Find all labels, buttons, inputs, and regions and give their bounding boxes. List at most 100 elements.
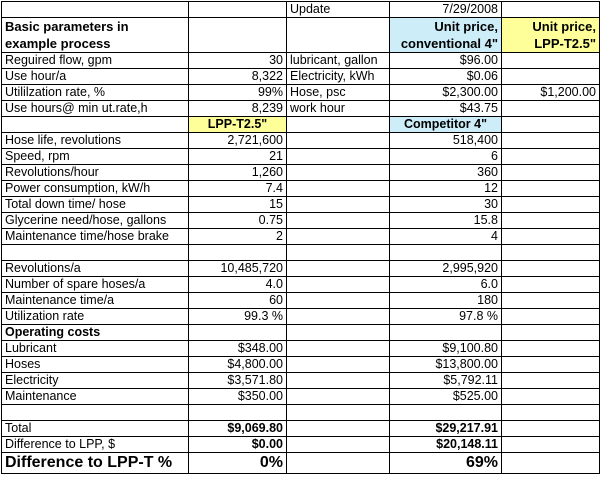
annual-lpp[interactable]: 99.3 % (188, 308, 287, 325)
cell-empty[interactable] (1, 116, 189, 133)
cost-label[interactable]: Electricity (1, 372, 189, 389)
cell-empty[interactable] (501, 132, 600, 149)
competitor-column-header[interactable]: Competitor 4" (389, 116, 502, 133)
spec-competitor[interactable]: 6 (389, 148, 502, 165)
cell-empty[interactable] (286, 452, 390, 474)
cost-lpp[interactable]: $350.00 (188, 388, 287, 405)
cell-empty[interactable] (188, 17, 287, 53)
cell-empty[interactable] (501, 116, 600, 133)
difference-lpp[interactable]: $0.00 (188, 436, 287, 453)
cost-label[interactable]: Hoses (1, 356, 189, 373)
basic-params-title[interactable]: Basic parameters in example process (1, 17, 189, 53)
cell-empty[interactable] (389, 324, 502, 341)
cell-empty[interactable] (501, 292, 600, 309)
cell-empty[interactable] (501, 356, 600, 373)
price-lpp[interactable] (501, 100, 600, 117)
cell-empty[interactable] (286, 388, 390, 405)
annual-competitor[interactable]: 97.8 % (389, 308, 502, 325)
total-competitor[interactable]: $29,217.91 (389, 420, 502, 437)
annual-label[interactable]: Maintenance time/a (1, 292, 189, 309)
price-item[interactable]: lubricant, gallon (286, 52, 390, 69)
percent-difference-lpp[interactable]: 0% (188, 452, 287, 474)
cost-competitor[interactable]: $5,792.11 (389, 372, 502, 389)
spec-competitor[interactable]: 12 (389, 180, 502, 197)
cell-empty[interactable] (286, 212, 390, 229)
annual-competitor[interactable]: 2,995,920 (389, 260, 502, 277)
spec-label[interactable]: Total down time/ hose (1, 196, 189, 213)
cell-empty[interactable] (286, 292, 390, 309)
spec-label[interactable]: Speed, rpm (1, 148, 189, 165)
cost-label[interactable]: Lubricant (1, 340, 189, 357)
cell-empty[interactable] (501, 148, 600, 165)
cell-empty[interactable] (188, 324, 287, 341)
annual-label[interactable]: Utilization rate (1, 308, 189, 325)
param-value[interactable]: 30 (188, 52, 287, 69)
price-item[interactable]: Electricity, kWh (286, 68, 390, 85)
cost-lpp[interactable]: $348.00 (188, 340, 287, 357)
spec-competitor[interactable]: 518,400 (389, 132, 502, 149)
cell-empty[interactable] (501, 276, 600, 293)
spec-lpp[interactable]: 0.75 (188, 212, 287, 229)
difference-competitor[interactable]: $20,148.11 (389, 436, 502, 453)
price-conventional[interactable]: $96.00 (389, 52, 502, 69)
cell-empty[interactable] (501, 420, 600, 437)
price-conventional[interactable]: $0.06 (389, 68, 502, 85)
total-label[interactable]: Total (1, 420, 189, 437)
cell-empty[interactable] (1, 244, 189, 261)
cell-empty[interactable] (188, 1, 287, 18)
cell-empty[interactable] (501, 260, 600, 277)
spec-competitor[interactable]: 4 (389, 228, 502, 245)
difference-label[interactable]: Difference to LPP, $ (1, 436, 189, 453)
cost-lpp[interactable]: $4,800.00 (188, 356, 287, 373)
spec-label[interactable]: Maintenance time/hose brake (1, 228, 189, 245)
cell-empty[interactable] (501, 244, 600, 261)
total-lpp[interactable]: $9,069.80 (188, 420, 287, 437)
update-label[interactable]: Update (286, 1, 390, 18)
cell-empty[interactable] (501, 1, 600, 18)
cell-empty[interactable] (286, 148, 390, 165)
spec-competitor[interactable]: 30 (389, 196, 502, 213)
unit-price-conventional-header[interactable]: Unit price, conventional 4" (389, 17, 502, 53)
spec-lpp[interactable]: 2,721,600 (188, 132, 287, 149)
cell-empty[interactable] (389, 404, 502, 421)
cell-empty[interactable] (1, 1, 189, 18)
operating-costs-heading[interactable]: Operating costs (1, 324, 189, 341)
cell-empty[interactable] (286, 372, 390, 389)
cell-empty[interactable] (286, 244, 390, 261)
annual-competitor[interactable]: 6.0 (389, 276, 502, 293)
cell-empty[interactable] (286, 340, 390, 357)
price-item[interactable]: work hour (286, 100, 390, 117)
cell-empty[interactable] (501, 180, 600, 197)
price-lpp[interactable] (501, 68, 600, 85)
cell-empty[interactable] (389, 244, 502, 261)
cell-empty[interactable] (501, 164, 600, 181)
annual-lpp[interactable]: 4.0 (188, 276, 287, 293)
cell-empty[interactable] (286, 17, 390, 53)
param-value[interactable]: 99% (188, 84, 287, 101)
cell-empty[interactable] (501, 436, 600, 453)
spec-lpp[interactable]: 15 (188, 196, 287, 213)
annual-label[interactable]: Revolutions/a (1, 260, 189, 277)
cell-empty[interactable] (286, 404, 390, 421)
cell-empty[interactable] (501, 308, 600, 325)
price-item[interactable]: Hose, psc (286, 84, 390, 101)
spec-lpp[interactable]: 7.4 (188, 180, 287, 197)
percent-difference-competitor[interactable]: 69% (389, 452, 502, 474)
price-conventional[interactable]: $2,300.00 (389, 84, 502, 101)
cell-empty[interactable] (188, 244, 287, 261)
annual-label[interactable]: Number of spare hoses/a (1, 276, 189, 293)
annual-competitor[interactable]: 180 (389, 292, 502, 309)
spec-label[interactable]: Revolutions/hour (1, 164, 189, 181)
update-date[interactable]: 7/29/2008 (389, 1, 502, 18)
cell-empty[interactable] (188, 404, 287, 421)
cell-empty[interactable] (286, 276, 390, 293)
param-label[interactable]: Utililzation rate, % (1, 84, 189, 101)
cell-empty[interactable] (501, 196, 600, 213)
param-value[interactable]: 8,322 (188, 68, 287, 85)
cell-empty[interactable] (286, 228, 390, 245)
spec-lpp[interactable]: 2 (188, 228, 287, 245)
param-label[interactable]: Use hour/a (1, 68, 189, 85)
cell-empty[interactable] (501, 212, 600, 229)
cell-empty[interactable] (286, 180, 390, 197)
annual-lpp[interactable]: 10,485,720 (188, 260, 287, 277)
